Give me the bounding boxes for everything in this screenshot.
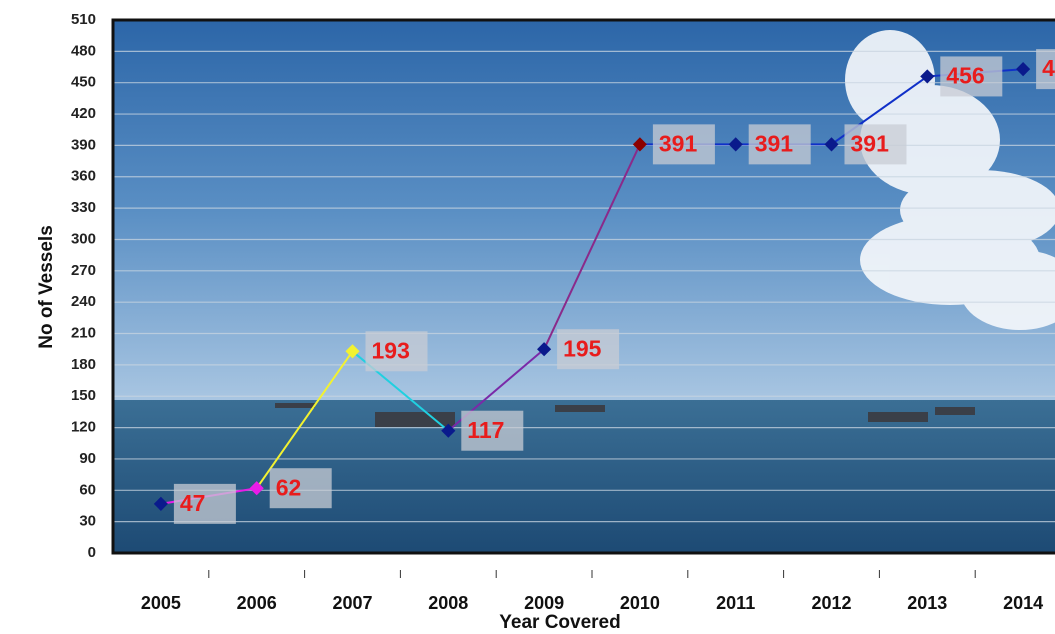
y-tick-label: 420: [71, 105, 96, 122]
y-axis-title: No of Vessels: [36, 225, 57, 349]
x-tick-label: 2005: [141, 593, 181, 613]
y-tick-label: 360: [71, 168, 96, 185]
y-tick-label: 120: [71, 419, 96, 436]
line-segment: [255, 350, 354, 489]
marker: [728, 137, 743, 152]
data-label-text: 391: [851, 130, 890, 156]
y-tick-label: 510: [71, 11, 96, 28]
data-label-box: [748, 124, 811, 165]
data-label-box: [557, 329, 620, 370]
y-tick-label: 60: [79, 481, 96, 498]
data-label: 117: [461, 410, 524, 451]
data-label: 463: [1036, 49, 1055, 90]
marker: [249, 481, 264, 496]
data-label-text: 193: [372, 337, 410, 363]
y-tick-label: 450: [71, 74, 96, 91]
data-label-text: 391: [755, 130, 794, 156]
y-tick-label: 210: [71, 324, 96, 341]
data-label: 391: [652, 124, 715, 165]
data-label-text: 47: [180, 490, 206, 516]
data-label: 195: [557, 329, 620, 370]
x-axis-title: Year Covered: [499, 612, 620, 633]
y-tick-label: 150: [71, 387, 96, 404]
data-label-text: 456: [946, 63, 984, 89]
x-tick-label: 2006: [237, 593, 277, 613]
x-tick-label: 2011: [716, 593, 755, 613]
y-tick-label: 300: [71, 230, 96, 247]
marker: [920, 69, 935, 84]
data-label-text: 117: [467, 417, 504, 443]
x-tick-label: 2014: [1003, 593, 1043, 613]
x-tick-label: 2008: [428, 593, 468, 613]
x-tick-label: 2012: [811, 593, 851, 613]
y-tick-label: 90: [79, 450, 96, 467]
data-label-text: 195: [563, 335, 602, 361]
data-label-box: [940, 56, 1003, 97]
y-tick-label: 270: [71, 262, 96, 279]
marker: [537, 342, 552, 357]
y-tick-label: 330: [71, 199, 96, 216]
x-tick-label: 2007: [332, 593, 372, 613]
y-tick-label: 30: [79, 513, 96, 530]
line-segment: [543, 143, 641, 350]
marker: [441, 423, 456, 438]
data-label-text: 62: [276, 474, 302, 500]
data-label: 47: [173, 483, 236, 524]
data-label: 391: [844, 124, 907, 165]
data-label: 391: [748, 124, 811, 165]
data-label-box: [652, 124, 715, 165]
y-tick-label: 480: [71, 42, 96, 59]
marker: [153, 496, 168, 511]
data-label-box: [173, 483, 236, 524]
data-label: 62: [269, 468, 332, 509]
data-label-text: 391: [659, 130, 698, 156]
marker: [824, 137, 839, 152]
marker: [1016, 62, 1031, 77]
data-label-box: [844, 124, 907, 165]
background-photo: [113, 20, 1055, 553]
y-tick-label: 0: [88, 544, 96, 561]
y-tick-label: 390: [71, 136, 96, 153]
marker: [345, 344, 360, 359]
marker: [632, 137, 647, 152]
data-label-text: 463: [1042, 55, 1055, 81]
plot-frame: [111, 18, 1055, 555]
data-label-box: [365, 331, 428, 372]
data-label-box: [1036, 49, 1055, 90]
y-tick-label: 180: [71, 356, 96, 373]
data-label: 193: [365, 331, 428, 372]
x-tick-label: 2010: [620, 593, 660, 613]
x-tick-label: 2009: [524, 593, 564, 613]
data-label-box: [461, 410, 524, 451]
data-label: 456: [940, 56, 1003, 97]
x-tick-label: 2013: [907, 593, 947, 613]
y-tick-label: 240: [71, 293, 96, 310]
data-label-box: [269, 468, 332, 509]
